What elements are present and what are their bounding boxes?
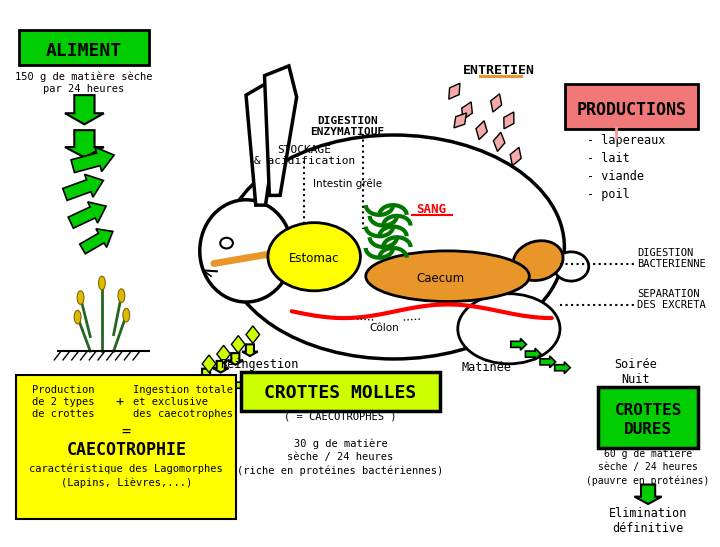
Polygon shape (231, 336, 245, 353)
Polygon shape (217, 345, 230, 363)
Polygon shape (214, 380, 228, 391)
Ellipse shape (366, 251, 529, 301)
Text: CROTTES
DURES: CROTTES DURES (614, 404, 682, 437)
Text: Matinée: Matinée (462, 361, 511, 374)
Text: =: = (122, 424, 131, 439)
Polygon shape (246, 82, 280, 205)
Polygon shape (510, 147, 521, 166)
Text: 150 g de matière sèche
par 24 heures: 150 g de matière sèche par 24 heures (14, 72, 152, 94)
Polygon shape (526, 348, 541, 360)
FancyBboxPatch shape (19, 30, 148, 65)
Polygon shape (476, 121, 487, 139)
Text: Ingestion totale: Ingestion totale (133, 385, 233, 395)
Polygon shape (65, 95, 104, 124)
Text: STOCKAGE
& acidification: STOCKAGE & acidification (254, 145, 355, 166)
Polygon shape (634, 485, 662, 504)
Text: Production: Production (32, 385, 94, 395)
Text: et exclusive: et exclusive (133, 397, 208, 407)
Polygon shape (510, 339, 526, 350)
Text: DIGESTION
BACTERIENNE: DIGESTION BACTERIENNE (637, 248, 706, 270)
Text: Estomac: Estomac (289, 252, 339, 265)
Ellipse shape (77, 291, 84, 305)
Polygon shape (540, 356, 556, 368)
Ellipse shape (220, 238, 233, 248)
Polygon shape (71, 147, 114, 172)
FancyBboxPatch shape (17, 375, 236, 519)
Polygon shape (175, 380, 189, 391)
Text: CROTTES MOLLES: CROTTES MOLLES (264, 384, 417, 402)
Text: 60 g de matière
sèche / 24 heures
(pauvre en protéines): 60 g de matière sèche / 24 heures (pauvr… (586, 449, 710, 486)
Ellipse shape (268, 223, 361, 291)
Text: Intestin grêle: Intestin grêle (312, 178, 382, 189)
Text: PRODUCTIONS: PRODUCTIONS (577, 101, 687, 119)
FancyBboxPatch shape (241, 371, 440, 411)
Text: de 2 types: de 2 types (32, 397, 94, 407)
Polygon shape (194, 380, 209, 391)
Ellipse shape (74, 310, 81, 324)
Polygon shape (68, 202, 106, 228)
Polygon shape (213, 361, 228, 373)
Ellipse shape (224, 135, 564, 359)
Text: DIGESTION
ENZYMATIQUE: DIGESTION ENZYMATIQUE (310, 115, 384, 137)
Polygon shape (233, 380, 248, 391)
Polygon shape (454, 113, 467, 128)
Ellipse shape (199, 200, 292, 302)
Text: ENTRETIEN: ENTRETIEN (463, 64, 535, 77)
Polygon shape (493, 132, 505, 152)
FancyBboxPatch shape (565, 84, 698, 129)
Text: Soirée
Nuit: Soirée Nuit (614, 358, 657, 386)
Text: ( = CAECOTROPHES )

30 g de matière
sèche / 24 heures
(riche en protéines bactér: ( = CAECOTROPHES ) 30 g de matière sèche… (238, 411, 444, 476)
Ellipse shape (123, 309, 130, 322)
Polygon shape (198, 369, 214, 380)
Text: - lapereaux
- lait
- viande
- poil: - lapereaux - lait - viande - poil (587, 134, 665, 201)
Text: SEPARATION
DES EXCRETA: SEPARATION DES EXCRETA (637, 289, 706, 310)
Polygon shape (462, 102, 472, 119)
Text: Elimination
définitive: Elimination définitive (609, 507, 688, 535)
Text: Réingestion: Réingestion (220, 358, 299, 371)
Ellipse shape (118, 289, 125, 302)
Ellipse shape (99, 276, 105, 290)
Text: SANG: SANG (416, 203, 446, 217)
Polygon shape (246, 326, 260, 344)
Ellipse shape (554, 252, 589, 281)
Polygon shape (449, 83, 460, 99)
Ellipse shape (458, 294, 560, 364)
Ellipse shape (513, 241, 563, 281)
Polygon shape (504, 112, 514, 129)
Polygon shape (491, 94, 502, 112)
Polygon shape (202, 355, 216, 373)
Polygon shape (228, 353, 243, 365)
Text: caractéristique des Lagomorphes
(Lapins, Lièvres,...): caractéristique des Lagomorphes (Lapins,… (30, 463, 223, 487)
Polygon shape (80, 229, 113, 254)
Text: de crottes: de crottes (32, 409, 94, 418)
Polygon shape (63, 174, 104, 200)
FancyBboxPatch shape (598, 387, 698, 447)
Text: +: + (115, 395, 124, 409)
Text: CAECOTROPHIE: CAECOTROPHIE (66, 441, 186, 459)
Text: ALIMENT: ALIMENT (45, 42, 122, 60)
Text: Caecum: Caecum (417, 272, 465, 284)
Text: des caecotrophes: des caecotrophes (133, 409, 233, 418)
Text: Côlon: Côlon (369, 323, 399, 333)
Polygon shape (264, 66, 297, 195)
Polygon shape (242, 345, 258, 356)
Polygon shape (554, 362, 570, 374)
Polygon shape (65, 130, 104, 158)
